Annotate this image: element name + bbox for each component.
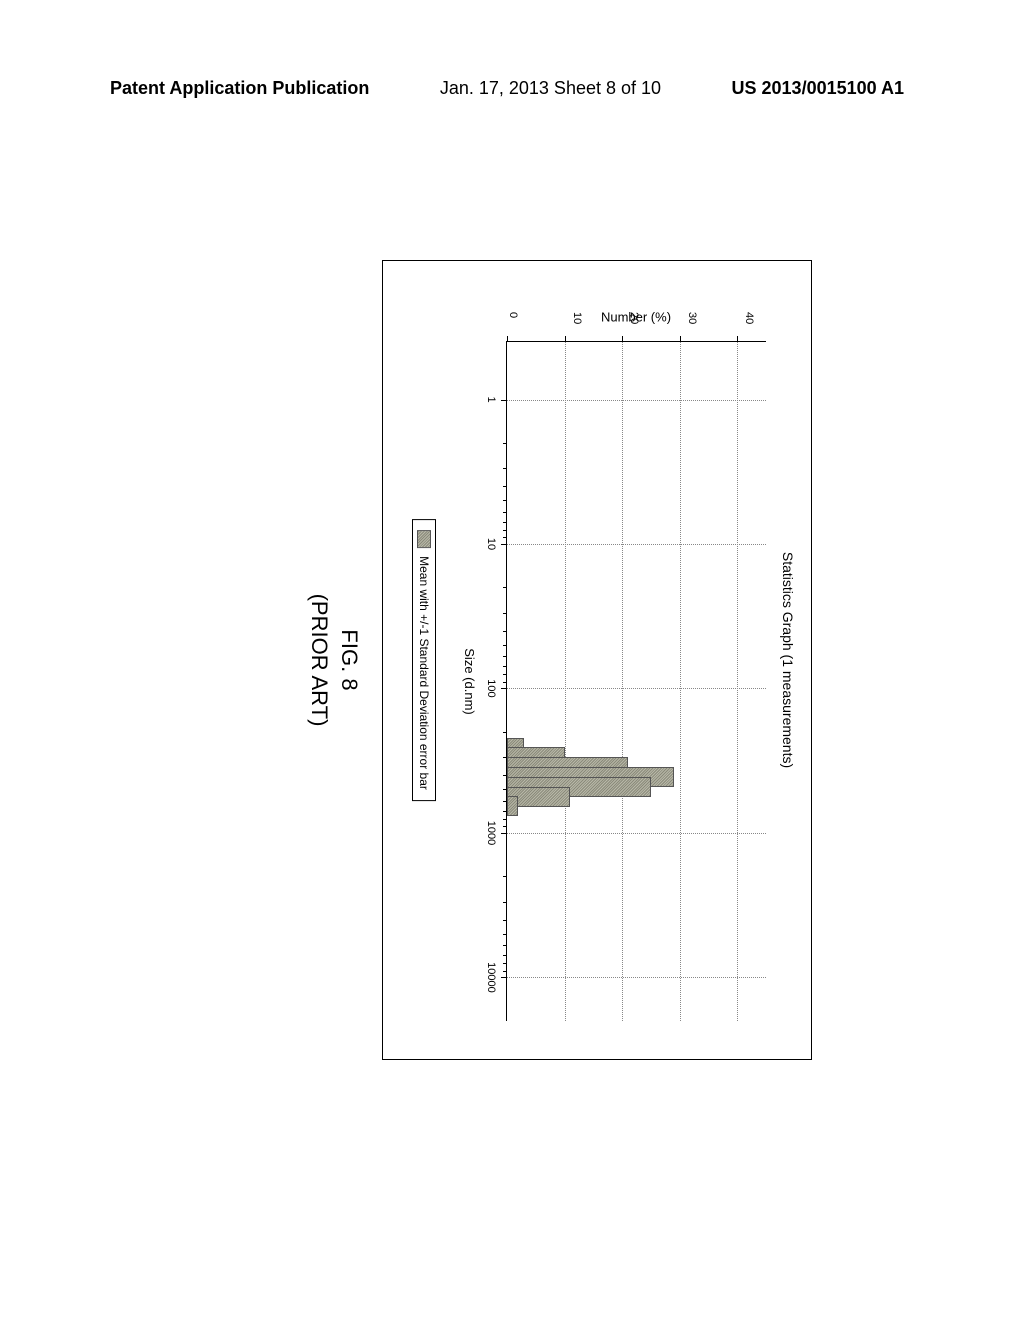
grid-v <box>507 544 766 545</box>
plot-area: 0 10 20 30 40 1 10 100 1000 10000 <box>506 341 766 1021</box>
x-tick <box>501 400 507 401</box>
x-minor-tick <box>503 876 507 877</box>
header-patent-number: US 2013/0015100 A1 <box>732 78 904 99</box>
header-date-sheet: Jan. 17, 2013 Sheet 8 of 10 <box>440 78 661 99</box>
x-minor-tick <box>503 656 507 657</box>
y-tick-label: 30 <box>686 312 698 324</box>
x-minor-tick <box>503 674 507 675</box>
chart-title: Statistics Graph (1 measurements) <box>780 552 796 768</box>
x-minor-tick <box>503 963 507 964</box>
x-minor-tick <box>503 631 507 632</box>
x-tick <box>501 544 507 545</box>
y-tick-label: 0 <box>507 312 519 318</box>
x-minor-tick <box>503 486 507 487</box>
grid-v <box>507 688 766 689</box>
x-minor-tick <box>503 500 507 501</box>
x-tick <box>501 833 507 834</box>
x-minor-tick <box>503 732 507 733</box>
x-minor-tick <box>503 682 507 683</box>
x-tick-label: 10 <box>485 538 497 550</box>
x-tick-label: 1000 <box>485 821 497 845</box>
header-publication: Patent Application Publication <box>110 78 369 99</box>
x-minor-tick <box>503 757 507 758</box>
x-minor-tick <box>503 522 507 523</box>
x-minor-tick <box>503 512 507 513</box>
x-minor-tick <box>503 920 507 921</box>
x-tick-label: 10000 <box>485 962 497 993</box>
grid-v <box>507 977 766 978</box>
grid-v <box>507 400 766 401</box>
x-minor-tick <box>503 645 507 646</box>
histogram-bar <box>507 796 518 816</box>
chart-container: Statistics Graph (1 measurements) <box>212 260 812 1060</box>
x-minor-tick <box>503 902 507 903</box>
x-minor-tick <box>503 819 507 820</box>
x-tick <box>501 688 507 689</box>
x-minor-tick <box>503 468 507 469</box>
x-minor-tick <box>503 613 507 614</box>
x-minor-tick <box>503 443 507 444</box>
legend-swatch-icon <box>417 530 431 548</box>
grid-v <box>507 833 766 834</box>
x-minor-tick <box>503 934 507 935</box>
grid-h <box>622 342 623 1021</box>
legend-label: Mean with +/-1 Standard Deviation error … <box>417 556 431 790</box>
grid-h <box>565 342 566 1021</box>
grid-h <box>680 342 681 1021</box>
x-minor-tick <box>503 945 507 946</box>
x-tick-label: 100 <box>485 679 497 697</box>
x-minor-tick <box>503 530 507 531</box>
x-minor-tick <box>503 811 507 812</box>
x-minor-tick <box>503 826 507 827</box>
chart-border: Statistics Graph (1 measurements) <box>382 260 812 1060</box>
x-axis-label: Size (d.nm) <box>462 648 477 714</box>
y-tick <box>565 336 566 342</box>
x-minor-tick <box>503 789 507 790</box>
prior-art-label: (PRIOR ART) <box>306 594 332 727</box>
x-minor-tick <box>503 537 507 538</box>
y-tick-label: 10 <box>571 312 583 324</box>
figure-caption: FIG. 8 (PRIOR ART) <box>306 594 362 727</box>
x-tick-label: 1 <box>485 396 497 402</box>
y-tick <box>622 336 623 342</box>
y-tick <box>680 336 681 342</box>
legend: Mean with +/-1 Standard Deviation error … <box>412 519 436 801</box>
figure-number: FIG. 8 <box>337 629 362 690</box>
x-minor-tick <box>503 801 507 802</box>
y-tick <box>737 336 738 342</box>
x-minor-tick <box>503 775 507 776</box>
y-tick <box>507 336 508 342</box>
x-minor-tick <box>503 955 507 956</box>
x-tick <box>501 977 507 978</box>
grid-h <box>737 342 738 1021</box>
page-header: Patent Application Publication Jan. 17, … <box>0 78 1024 99</box>
x-minor-tick <box>503 971 507 972</box>
y-axis-label: Number (%) <box>601 310 671 325</box>
x-minor-tick <box>503 587 507 588</box>
x-minor-tick <box>503 666 507 667</box>
y-tick-label: 40 <box>743 312 755 324</box>
